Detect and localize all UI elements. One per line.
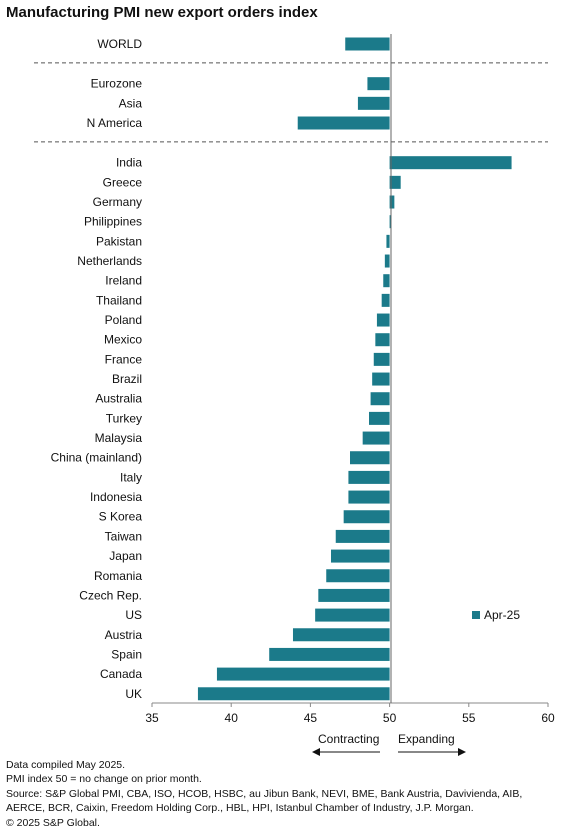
x-tick-label: 45 (304, 711, 318, 725)
bar (381, 293, 390, 307)
bar (373, 352, 390, 366)
bar (367, 77, 390, 91)
footer-source-line-1: Source: S&P Global PMI, CBA, ISO, HCOB, … (6, 787, 523, 800)
footer-copyright: © 2025 S&P Global. (6, 816, 100, 829)
footer-source-line-2: AERCE, BCR, Caixin, Freedom Holding Corp… (6, 802, 474, 815)
category-label: Italy (120, 470, 142, 484)
expanding-label: Expanding (398, 732, 455, 746)
category-label: Thailand (96, 293, 142, 307)
category-labels: WORLD Eurozone Asia N America India Greece Ger… (51, 37, 143, 701)
category-label: India (116, 156, 142, 170)
contracting-label: Contracting (318, 732, 379, 746)
bar (345, 37, 390, 51)
category-label: Mexico (104, 333, 142, 347)
category-label: N America (87, 116, 143, 130)
category-label: Australia (95, 392, 142, 406)
direction-annotations: Contracting Expanding (312, 732, 466, 756)
category-label: China (mainland) (51, 451, 142, 465)
category-label: Greece (103, 175, 143, 189)
x-axis-ticks: 35 40 45 50 55 60 (145, 703, 555, 725)
category-label: Eurozone (91, 77, 143, 91)
x-tick-label: 50 (383, 711, 397, 725)
bar (292, 628, 390, 642)
bar (330, 549, 390, 563)
category-label: France (105, 352, 143, 366)
bar (348, 470, 390, 484)
bar (372, 372, 390, 386)
bar (389, 215, 392, 229)
bar (348, 490, 390, 504)
bar (350, 451, 390, 465)
group-dividers (34, 62, 548, 143)
x-tick-label: 60 (541, 711, 555, 725)
bar (376, 313, 390, 327)
bar (383, 274, 390, 288)
x-tick-label: 55 (462, 711, 476, 725)
category-label: Japan (109, 549, 142, 563)
category-label: Indonesia (90, 490, 142, 504)
bar (386, 234, 390, 248)
legend: Apr-25 (472, 608, 520, 622)
bar (357, 96, 390, 110)
category-label: US (125, 608, 142, 622)
category-label: Brazil (112, 372, 142, 386)
category-label: Asia (119, 96, 143, 110)
bar (389, 195, 395, 209)
category-label: Canada (100, 667, 142, 681)
bar (216, 667, 390, 681)
category-label: S Korea (99, 510, 143, 524)
bar (197, 687, 390, 701)
bar (370, 392, 390, 406)
category-label: Malaysia (95, 431, 143, 445)
category-label: Netherlands (77, 254, 142, 268)
bar (389, 175, 401, 189)
bar (362, 431, 390, 445)
bar (335, 529, 390, 543)
bar (384, 254, 390, 268)
category-label: Czech Rep. (79, 588, 142, 602)
footer-notes: Data compiled May 2025. PMI index 50 = n… (6, 758, 522, 830)
category-label: Spain (111, 647, 142, 661)
category-label: Philippines (84, 215, 142, 229)
category-label: Germany (93, 195, 142, 209)
bar (375, 333, 390, 347)
bar (318, 588, 390, 602)
category-label: UK (125, 687, 142, 701)
bars (197, 37, 512, 701)
bar (297, 116, 390, 130)
bar (326, 569, 390, 583)
legend-swatch (472, 611, 480, 619)
category-label: Taiwan (105, 529, 142, 543)
x-tick-label: 40 (225, 711, 239, 725)
contracting-arrowhead (312, 748, 320, 756)
category-label: Pakistan (96, 234, 142, 248)
category-label: Romania (94, 569, 142, 583)
bar (389, 156, 512, 170)
category-label: Turkey (106, 411, 142, 425)
bar (269, 647, 390, 661)
chart-title: Manufacturing PMI new export orders inde… (6, 4, 318, 21)
category-label: WORLD (97, 37, 142, 51)
footer-date-note: Data compiled May 2025. (6, 759, 126, 771)
bar (369, 411, 390, 425)
category-label: Austria (105, 628, 143, 642)
bar (343, 510, 390, 524)
legend-label: Apr-25 (484, 608, 520, 622)
expanding-arrowhead (458, 748, 466, 756)
category-label: Ireland (105, 274, 142, 288)
bar-chart: WORLD Eurozone Asia N America India Greece Ger… (34, 34, 555, 756)
bar (315, 608, 390, 622)
category-label: Poland (105, 313, 142, 327)
footer-index-note: PMI index 50 = no change on prior month. (6, 773, 202, 786)
x-tick-label: 35 (145, 711, 159, 725)
